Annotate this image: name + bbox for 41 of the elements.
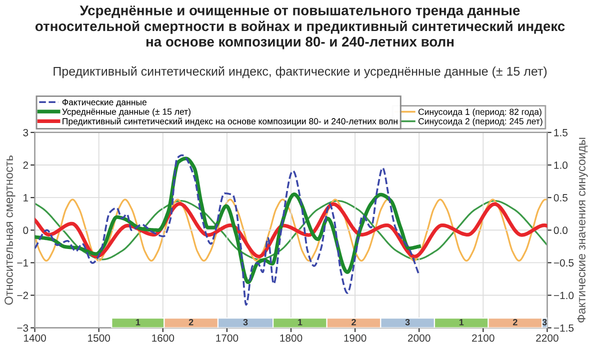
y2-axis-title: Фактические значения синусоиды — [577, 138, 588, 323]
x-tick-label: 1700 — [216, 334, 238, 342]
x-tick-label: 1500 — [88, 334, 110, 342]
chart-title: Усреднённые и очищенные от повышательного тренда данные относительной смертности в войнах и предиктивный синтетический индекс на основе композиции 80- и 240-летних волн — [35, 6, 565, 50]
chart-subtitle: Предиктивный синтетический индекс, фактические и усреднённые данные (± 15 лет) — [54, 66, 547, 78]
y2-tick-label: 1.0 — [554, 162, 568, 169]
band-label: 2 — [512, 318, 518, 326]
y2-tick-label: −0.5 — [554, 259, 574, 267]
x-tick-label: 1900 — [344, 334, 366, 342]
y-tick-label: −1 — [17, 259, 28, 266]
x-tick-label: 1400 — [24, 334, 46, 342]
x-tick-label: 2000 — [408, 334, 430, 342]
band-label: 2 — [188, 318, 194, 326]
band-label: 1 — [136, 319, 140, 326]
legend-label: Фактические данные — [62, 99, 146, 107]
x-tick-label: 2100 — [472, 334, 494, 342]
y-tick-label: 1 — [24, 194, 28, 202]
band-label: 1 — [298, 319, 302, 326]
y2-tick-label: −1.5 — [554, 324, 574, 332]
x-tick-label: 1600 — [152, 334, 174, 342]
band-label: 2 — [352, 318, 356, 326]
y-tick-label: −2 — [17, 292, 28, 300]
band-label: 3 — [542, 318, 547, 326]
y-tick-label: 0 — [23, 226, 28, 234]
y2-tick-label: −1.0 — [554, 292, 574, 300]
y2-tick-label: 1.5 — [554, 129, 568, 136]
x-tick-label: 2200 — [536, 334, 558, 342]
legend-label: Предиктивный синтетический индекс на основе композиции 80- и 240-летних волн — [62, 118, 398, 126]
y2-tick-label: 0.5 — [554, 194, 568, 202]
y-tick-label: 2 — [23, 162, 28, 169]
y2-tick-label: 0.0 — [554, 226, 568, 234]
y-axis-title: Относительная смертность — [4, 155, 16, 305]
legend-label: Синусоида 2 (период: 245 лет) — [418, 118, 542, 126]
band-label: 3 — [243, 318, 248, 326]
y-tick-label: 3 — [23, 128, 28, 136]
y-tick-label: −3 — [17, 324, 28, 332]
legend-label: Синусоида 1 (период: 82 года) — [418, 108, 542, 117]
band-label: 1 — [459, 319, 464, 326]
band-label: 3 — [405, 318, 410, 326]
legend-label: Усреднённые данные (± 15 лет) — [62, 108, 190, 116]
x-tick-label: 1800 — [280, 334, 302, 342]
